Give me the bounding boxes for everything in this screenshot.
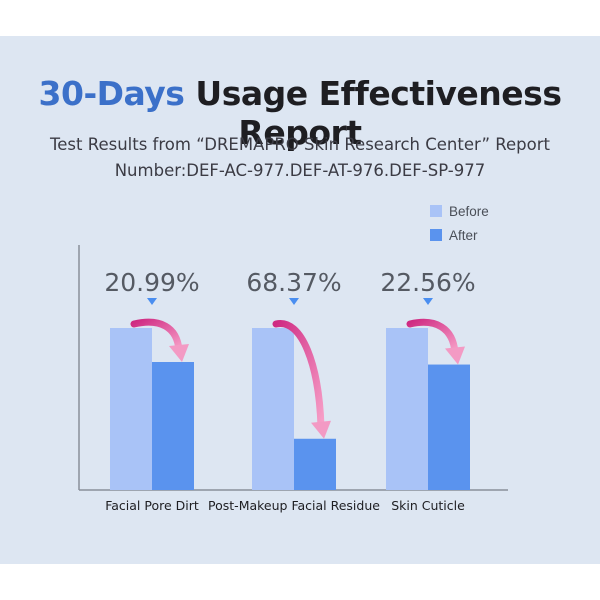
trend-arrow-head-3	[445, 346, 465, 365]
category-label-2: Post-Makeup Facial Residue	[208, 498, 380, 513]
bar-before-1	[110, 328, 152, 490]
subtitle-line-2: Number:DEF-AC-977.DEF-AT-976.DEF-SP-977	[114, 161, 486, 180]
bar-after-2	[294, 438, 336, 490]
reduction-label-3: 22.56%	[380, 268, 475, 297]
category-label-3: Skin Cuticle	[391, 498, 465, 513]
legend-swatch-before	[430, 205, 442, 217]
reduction-label-2: 68.37%	[246, 268, 341, 297]
bar-after-3	[428, 364, 470, 490]
pointer-triangle-3	[423, 298, 433, 305]
bar-before-3	[386, 328, 428, 490]
subtitle-line-1: Test Results from “DREMAPRO Skin Researc…	[50, 135, 550, 154]
legend-label-after: After	[449, 228, 478, 243]
bar-after-1	[152, 362, 194, 490]
legend-swatch-after	[430, 229, 442, 241]
pointer-triangle-1	[147, 298, 157, 305]
trend-arrow-1	[130, 318, 183, 354]
bar-before-2	[252, 328, 294, 490]
legend-label-before: Before	[449, 204, 489, 219]
title-accent: 30-Days	[38, 74, 185, 113]
subtitle: Test Results from “DREMAPRO Skin Researc…	[0, 132, 600, 184]
title-rest: Usage Effectiveness Report	[184, 74, 562, 152]
trend-arrow-3	[406, 318, 459, 357]
trend-arrow-head-2	[311, 420, 331, 439]
trend-arrow-2	[272, 320, 325, 431]
pointer-triangle-2	[289, 298, 299, 305]
reduction-label-1: 20.99%	[104, 268, 199, 297]
trend-arrow-head-1	[169, 344, 189, 363]
category-label-1: Facial Pore Dirt	[105, 498, 199, 513]
page-title: 30-Days Usage Effectiveness Report	[0, 74, 600, 152]
